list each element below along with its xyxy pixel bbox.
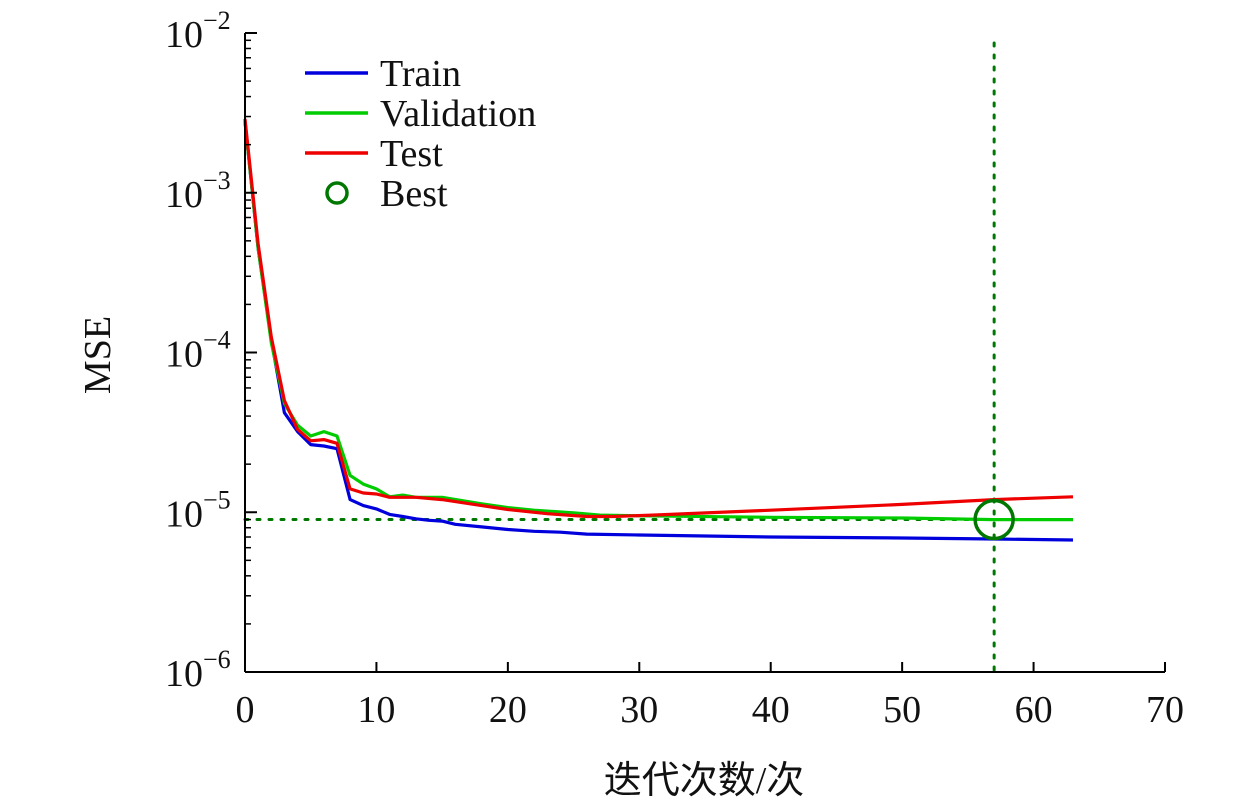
y-tick-label: 10 bbox=[165, 653, 203, 695]
x-tick-label: 30 bbox=[620, 689, 658, 731]
x-tick-label: 70 bbox=[1146, 689, 1184, 731]
x-axis-ticks: 0 10 20 30 40 50 60 70 bbox=[236, 662, 1184, 731]
y-tick-exponent: −5 bbox=[203, 485, 231, 514]
x-tick-label: 60 bbox=[1015, 689, 1053, 731]
x-tick-label: 10 bbox=[357, 689, 395, 731]
x-tick-label: 0 bbox=[236, 689, 255, 731]
best-marker-layer bbox=[973, 498, 1015, 541]
legend-item-validation: Validation bbox=[305, 93, 536, 135]
y-tick-label: 10 bbox=[165, 14, 203, 56]
y-tick-label: 10 bbox=[165, 493, 203, 535]
legend-item-test: Test bbox=[305, 133, 443, 175]
best-point-marker bbox=[973, 498, 1015, 541]
y-tick-label: 10 bbox=[165, 334, 203, 376]
legend-label: Test bbox=[380, 133, 443, 175]
legend-item-train: Train bbox=[305, 53, 461, 95]
series-line-validation bbox=[243, 121, 1073, 522]
series-layer bbox=[243, 118, 1074, 542]
series-line-train bbox=[243, 121, 1074, 542]
y-tick-label: 10 bbox=[165, 174, 203, 216]
y-axis-ticks: 10−610−510−410−310−2 bbox=[165, 6, 257, 695]
legend-label: Best bbox=[380, 173, 448, 215]
legend-marker-best bbox=[325, 181, 349, 205]
legend-label: Validation bbox=[380, 93, 536, 135]
y-axis-label: MSE bbox=[77, 316, 119, 394]
y-tick-exponent: −3 bbox=[203, 166, 231, 195]
series-line-test bbox=[243, 118, 1074, 519]
y-tick-exponent: −4 bbox=[203, 326, 231, 355]
x-tick-label: 50 bbox=[883, 689, 921, 731]
legend-label: Train bbox=[380, 53, 461, 95]
reference-lines bbox=[243, 41, 1075, 674]
y-tick-exponent: −6 bbox=[203, 645, 231, 674]
legend-item-best: Best bbox=[325, 173, 448, 215]
y-tick-exponent: −2 bbox=[203, 6, 231, 35]
x-axis-label: 迭代次数/次 bbox=[604, 760, 805, 802]
x-tick-label: 40 bbox=[752, 689, 790, 731]
x-tick-label: 20 bbox=[489, 689, 527, 731]
